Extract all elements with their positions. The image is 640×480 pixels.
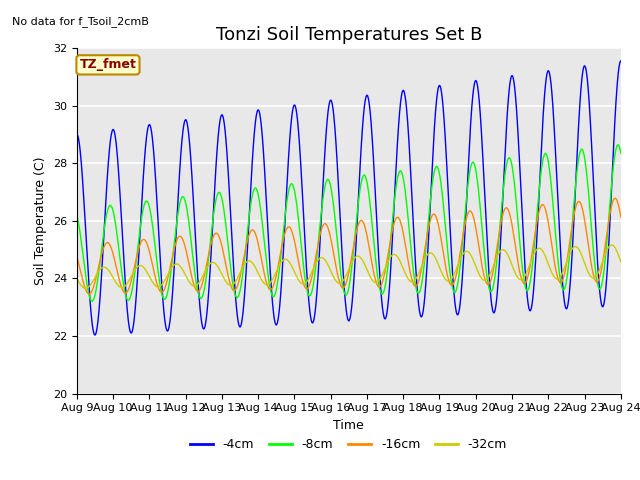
-16cm [507,216,515,222]
-4cm [569,236,577,242]
-32cm [608,242,616,248]
-8cm [614,142,622,148]
Line: -32cm: -32cm [77,245,621,288]
-4cm [617,58,625,64]
-32cm [225,282,232,288]
-8cm [507,158,515,164]
-16cm [85,291,93,297]
-32cm [376,276,384,281]
-8cm [617,150,625,156]
-16cm [365,241,372,247]
Line: -8cm: -8cm [77,145,621,301]
Text: No data for f_Tsoil_2cmB: No data for f_Tsoil_2cmB [12,16,148,27]
Legend: -4cm, -8cm, -16cm, -32cm: -4cm, -8cm, -16cm, -32cm [186,433,512,456]
-32cm [365,270,372,276]
-4cm [584,84,592,90]
-8cm [225,248,232,254]
-8cm [88,298,96,304]
-32cm [569,245,577,251]
-16cm [611,195,619,201]
-8cm [569,213,577,218]
-16cm [225,276,232,281]
-8cm [376,288,384,294]
Line: -4cm: -4cm [77,61,621,335]
-16cm [569,218,577,224]
-16cm [617,214,625,220]
-32cm [584,269,592,275]
X-axis label: Time: Time [333,419,364,432]
-8cm [365,189,372,195]
-4cm [73,132,81,137]
-32cm [73,276,81,282]
-16cm [376,284,384,289]
-4cm [376,282,384,288]
Title: Tonzi Soil Temperatures Set B: Tonzi Soil Temperatures Set B [216,25,482,44]
-32cm [617,259,625,264]
-32cm [507,259,515,265]
-16cm [73,253,81,259]
-8cm [584,184,592,190]
-32cm [82,286,90,291]
-4cm [225,178,232,184]
-4cm [365,96,372,102]
Text: TZ_fmet: TZ_fmet [79,59,136,72]
Y-axis label: Soil Temperature (C): Soil Temperature (C) [35,156,47,285]
-4cm [91,332,99,338]
-16cm [584,240,592,246]
-4cm [507,75,515,81]
Line: -16cm: -16cm [77,198,621,294]
-8cm [73,212,81,218]
